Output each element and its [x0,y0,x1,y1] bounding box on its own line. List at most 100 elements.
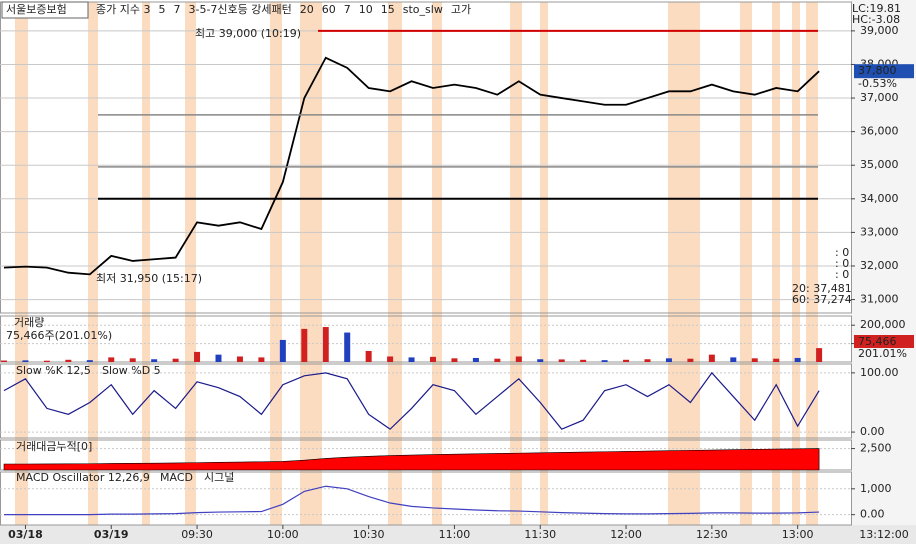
x-tick-label: 13:00 [782,528,814,541]
stock-name-box [1,1,89,19]
volume-bar [580,359,587,362]
zero-label: : 0 [835,268,849,281]
legend-entry: 3-5-7신호등 강세패턴 [188,3,291,16]
x-tick-label: 03/19 [94,528,129,541]
volume-bar [172,358,179,362]
y-tick-label: 34,000 [860,192,899,205]
highlight-band [806,2,818,525]
panel-frame [0,471,852,526]
volume-bar [365,350,372,362]
volume-bar [687,358,694,362]
side-label: HC:-3.08 [852,13,900,26]
ma-label: 60: 37,274 [792,293,852,306]
volume-bar [279,339,286,362]
volume-last-box [854,335,914,348]
volume-bar [408,357,415,362]
volume-bar [451,358,458,362]
volume-bar [129,358,136,362]
series-label: 시그널 [204,471,234,484]
x-tick-label: 10:00 [267,528,299,541]
panel-title: Slow %K 12,5 [16,364,91,377]
y-tick-label: 37,000 [860,91,899,104]
panel-frame [0,1,852,314]
y-tick-label: 33,000 [860,225,899,238]
volume-bar [816,348,823,362]
panel-title: 거래량 [14,316,44,329]
legend: 서울보증보험 종가 지수 3 5 7 3-5-7신호등 강세패턴 20 60 7 10 15 sto… [1,1,471,19]
highlight-band [668,2,700,525]
side-label: LC:19.81 [852,2,901,15]
zero-label: : 0 [835,246,849,259]
volume-bar [730,357,737,362]
legend-entry: 20 [300,3,314,16]
legend-entry: 고가 [451,3,471,16]
volume-bar [194,351,201,362]
volume-last: 75,466 [858,335,897,348]
volume-bar [387,356,394,362]
highlight-band [510,2,522,525]
y-tick-label: 2,500 [860,442,892,455]
x-tick-label: 12:30 [696,528,728,541]
change: -0.53% [858,77,897,90]
legend-entry: 7 [344,3,351,16]
x-tick-label: 12:00 [610,528,642,541]
last-price: 37,800 [858,64,897,77]
legend-entry: sto_slw [403,3,443,16]
volume-bar [86,360,93,362]
volume-bar [601,360,608,362]
volume-bar [151,359,158,362]
legend-entry: 종가 지수 3 [96,3,150,16]
y-tick-label: 0.00 [860,508,885,521]
line-series [3,56,820,276]
highlight-band [540,2,548,525]
volume-bar [623,359,630,362]
y-tick-label: 0.00 [860,425,885,438]
legend-entry: 7 [173,3,180,16]
highlight-band [270,2,282,525]
y-tick-label: 31,000 [860,293,899,306]
volume-bar [344,332,351,362]
highlight-band [772,2,780,525]
highlight-band [142,2,150,525]
y-tick-label: 32,000 [860,259,899,272]
highlight-band [300,2,322,525]
volume-bar [644,359,651,362]
time-axis-area [0,525,916,544]
volume-bar [215,354,222,362]
stock-name: 서울보증보험 [6,3,67,16]
volume-bar [301,328,308,362]
y-tick-label: 200,000 [860,318,906,331]
volume-pct: 201.01% [858,347,907,360]
area-series [3,448,820,471]
volume-bar [22,360,29,362]
x-tick-label: 10:30 [353,528,385,541]
ma-label: 20: 37,481 [792,282,852,295]
panel-frame [0,315,852,363]
y-tick-label: 35,000 [860,158,899,171]
panel-frame [0,363,852,439]
highlight-band [15,2,28,525]
panel-title: 거래대금누적[0] [16,440,92,453]
right-axis-area [851,0,916,525]
annotation-low: 최저 31,950 (15:17) [96,272,202,285]
volume-bar [258,357,265,362]
volume-bar [43,360,50,362]
volume-bar [322,327,329,362]
volume-bar [773,358,780,362]
volume-bar [794,357,801,362]
volume-bar [430,356,436,362]
x-tick-label: 03/18 [8,528,43,541]
volume-bar [108,357,115,362]
y-tick-label: 39,000 [860,24,899,37]
x-end-label: 13:12:00 [859,528,908,541]
legend-entry: 60 [322,3,336,16]
highlight-band [388,2,402,525]
line-series [4,485,820,516]
volume-bar [751,358,758,362]
series-label: MACD [160,471,193,484]
highlight-band [740,2,752,525]
x-tick-label: 11:30 [524,528,556,541]
legend-entry: 5 [158,3,165,16]
volume-bar [65,359,72,362]
volume-bar [708,354,715,362]
